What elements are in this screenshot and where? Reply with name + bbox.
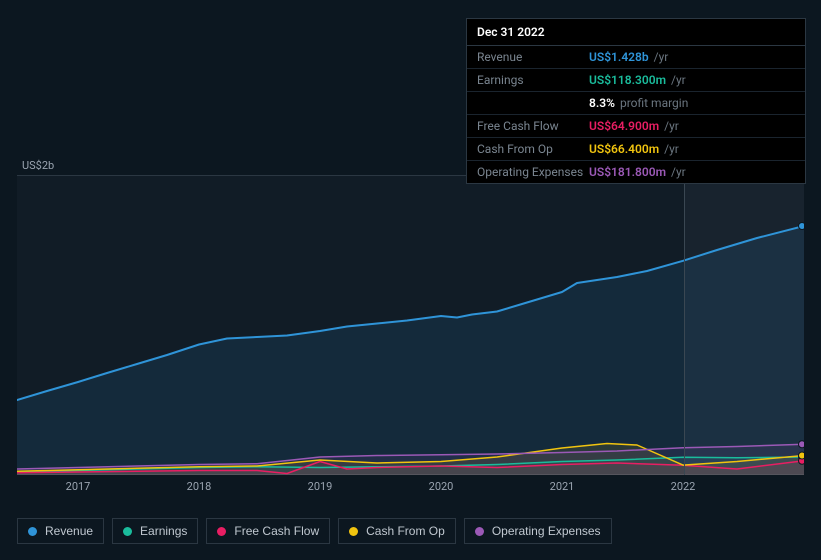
- tooltip-row-value: 8.3% profit margin: [589, 96, 795, 110]
- tooltip-row: Free Cash FlowUS$64.900m /yr: [467, 115, 805, 138]
- tooltip-row-value: US$64.900m /yr: [589, 119, 795, 133]
- x-axis-tick: 2020: [429, 480, 454, 493]
- tooltip-row-value: US$66.400m /yr: [589, 142, 795, 156]
- tooltip-row: 8.3% profit margin: [467, 92, 805, 115]
- chart-plot[interactable]: [17, 175, 804, 475]
- tooltip-row-label: [477, 96, 589, 110]
- legend-label: Operating Expenses: [492, 524, 601, 538]
- tooltip-row-label: Earnings: [477, 73, 589, 87]
- tooltip-row: Operating ExpensesUS$181.800m /yr: [467, 161, 805, 183]
- legend-item[interactable]: Revenue: [17, 518, 104, 544]
- x-axis-tick: 2019: [308, 480, 333, 493]
- tooltip-row-value: US$1.428b /yr: [589, 50, 795, 64]
- legend-label: Revenue: [45, 524, 93, 538]
- tooltip-row: EarningsUS$118.300m /yr: [467, 69, 805, 92]
- legend-label: Cash From Op: [366, 524, 445, 538]
- chart-legend: Revenue Earnings Free Cash Flow Cash From O…: [17, 518, 612, 544]
- tooltip-date: Dec 31 2022: [467, 19, 805, 46]
- tooltip-row-label: Revenue: [477, 50, 589, 64]
- legend-swatch-icon: [28, 527, 37, 536]
- legend-item[interactable]: Cash From Op: [338, 518, 456, 544]
- legend-swatch-icon: [349, 527, 358, 536]
- y-axis-top-label: US$2b: [22, 159, 54, 172]
- legend-swatch-icon: [123, 527, 132, 536]
- legend-label: Free Cash Flow: [234, 524, 319, 538]
- chart-tooltip: Dec 31 2022 RevenueUS$1.428b /yrEarnings…: [466, 18, 806, 184]
- tooltip-row-value: US$118.300m /yr: [589, 73, 795, 87]
- tooltip-row-value: US$181.800m /yr: [589, 165, 795, 179]
- tooltip-body: RevenueUS$1.428b /yrEarningsUS$118.300m …: [467, 46, 805, 183]
- x-axis-tick: 2017: [66, 480, 91, 493]
- x-axis-tick: 2018: [187, 480, 212, 493]
- tooltip-row-label: Operating Expenses: [477, 165, 589, 179]
- x-axis-tick: 2022: [671, 480, 696, 493]
- tooltip-row: Cash From OpUS$66.400m /yr: [467, 138, 805, 161]
- legend-swatch-icon: [475, 527, 484, 536]
- tooltip-row: RevenueUS$1.428b /yr: [467, 46, 805, 69]
- chart-marker-line: [684, 175, 685, 475]
- legend-swatch-icon: [217, 527, 226, 536]
- x-axis-tick: 2021: [550, 480, 575, 493]
- tooltip-row-label: Free Cash Flow: [477, 119, 589, 133]
- legend-item[interactable]: Operating Expenses: [464, 518, 612, 544]
- x-axis: 2017 2018 2019 2020 2021 2022: [17, 480, 804, 500]
- legend-item[interactable]: Free Cash Flow: [206, 518, 330, 544]
- legend-label: Earnings: [140, 524, 187, 538]
- legend-item[interactable]: Earnings: [112, 518, 198, 544]
- tooltip-row-label: Cash From Op: [477, 142, 589, 156]
